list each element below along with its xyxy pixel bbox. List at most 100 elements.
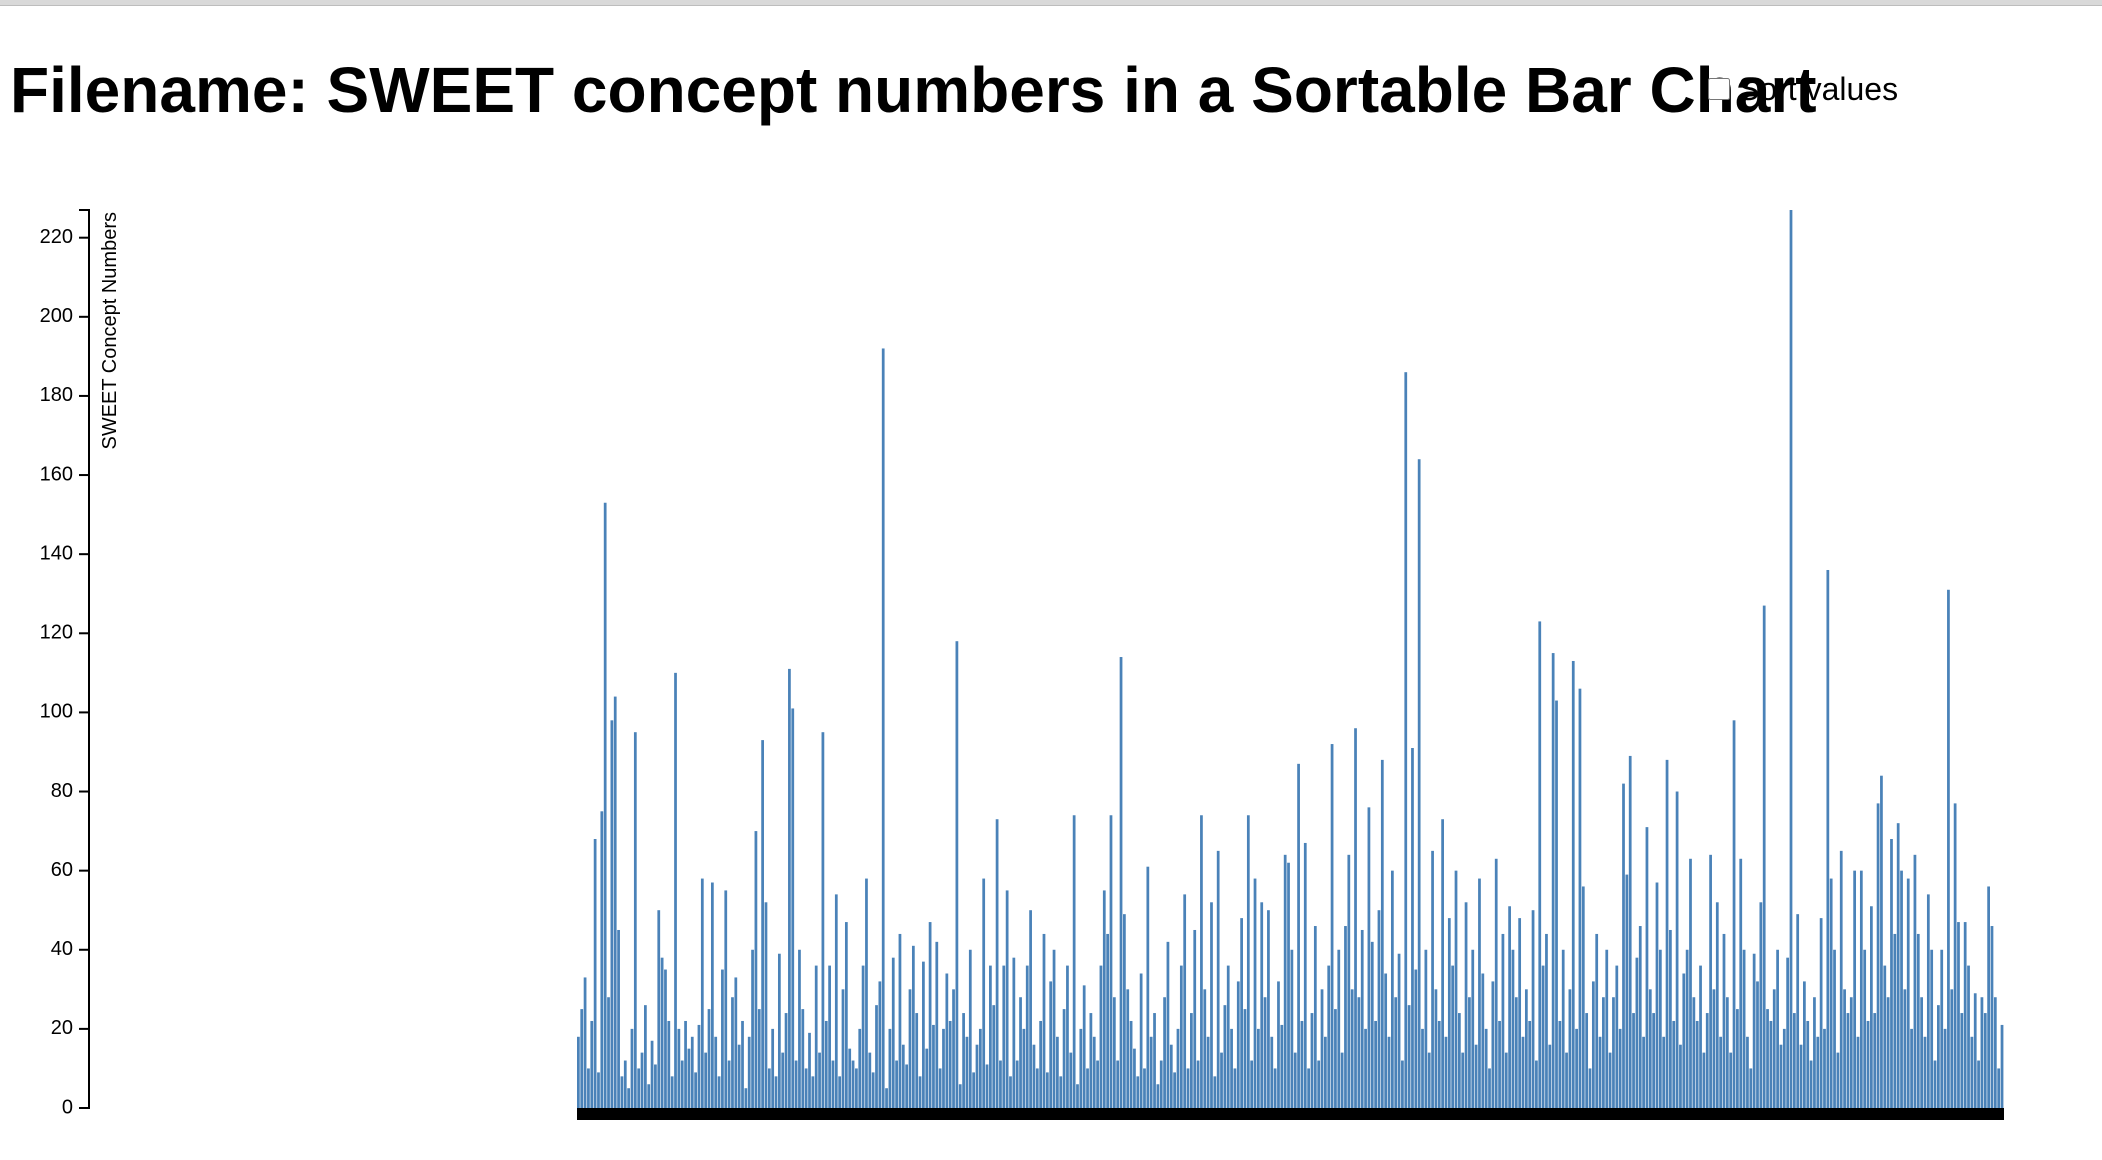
bar bbox=[1853, 870, 1857, 1108]
bar bbox=[1320, 989, 1324, 1108]
bar bbox=[1441, 819, 1444, 1108]
bar bbox=[1752, 953, 1756, 1108]
bar bbox=[1803, 981, 1806, 1108]
bar bbox=[1642, 1036, 1645, 1108]
bar bbox=[1206, 1036, 1210, 1108]
bar bbox=[1973, 993, 1977, 1108]
bar bbox=[1940, 949, 1944, 1108]
bar bbox=[1665, 759, 1669, 1108]
bar bbox=[1826, 569, 1830, 1108]
bar bbox=[985, 1064, 989, 1108]
bar bbox=[1468, 997, 1471, 1108]
bar bbox=[848, 1048, 852, 1108]
bar bbox=[824, 1020, 828, 1108]
bar bbox=[838, 1076, 842, 1108]
bar bbox=[664, 969, 667, 1108]
bar bbox=[1146, 866, 1150, 1108]
bar bbox=[771, 1028, 775, 1108]
bar bbox=[1283, 854, 1287, 1108]
bar bbox=[697, 1024, 701, 1108]
bar bbox=[1598, 1036, 1602, 1108]
bar bbox=[1983, 1013, 1987, 1108]
bar bbox=[707, 1009, 711, 1108]
bar bbox=[721, 969, 724, 1108]
bar bbox=[982, 878, 986, 1108]
bar bbox=[1360, 929, 1364, 1108]
bar bbox=[1759, 902, 1763, 1108]
bar bbox=[978, 1028, 982, 1108]
bar bbox=[1732, 720, 1736, 1108]
bar bbox=[1766, 1009, 1769, 1108]
bar bbox=[710, 882, 714, 1108]
y-tick-label: 140 bbox=[40, 542, 73, 564]
bar bbox=[630, 1028, 634, 1108]
bar bbox=[1310, 1013, 1314, 1108]
bar bbox=[1390, 870, 1394, 1108]
bar bbox=[1350, 989, 1354, 1108]
bar bbox=[1923, 1036, 1927, 1108]
bar bbox=[1555, 700, 1558, 1108]
sort-values-checkbox[interactable] bbox=[1708, 78, 1730, 100]
bar bbox=[1156, 1084, 1160, 1108]
bar bbox=[1002, 965, 1006, 1108]
bar bbox=[1558, 1020, 1562, 1108]
bar bbox=[1591, 981, 1595, 1108]
bar bbox=[1099, 965, 1103, 1108]
bar bbox=[1183, 894, 1187, 1108]
bar bbox=[885, 1088, 888, 1108]
bar bbox=[1993, 997, 1997, 1108]
sort-values-control[interactable]: Sort values bbox=[1708, 71, 1898, 107]
bar bbox=[1749, 1068, 1753, 1108]
bar bbox=[818, 1052, 821, 1108]
bar bbox=[1076, 1084, 1079, 1108]
bar bbox=[1575, 1028, 1578, 1108]
bar bbox=[1267, 910, 1270, 1108]
bar bbox=[590, 1020, 594, 1108]
bar bbox=[834, 894, 838, 1108]
bar bbox=[1561, 949, 1565, 1108]
bar bbox=[1833, 949, 1836, 1108]
bar bbox=[1143, 1068, 1146, 1108]
bar bbox=[660, 957, 664, 1108]
bar bbox=[1260, 902, 1264, 1108]
bar bbox=[1652, 1013, 1656, 1108]
bar bbox=[855, 1068, 858, 1108]
bar bbox=[1809, 1060, 1813, 1108]
bar bbox=[1873, 1013, 1877, 1108]
bar bbox=[1518, 918, 1522, 1108]
bar bbox=[1230, 1028, 1233, 1108]
bar bbox=[891, 957, 895, 1108]
bar bbox=[1330, 744, 1334, 1108]
x-axis-band bbox=[577, 1108, 2004, 1120]
bar bbox=[613, 696, 617, 1108]
bar bbox=[1300, 1020, 1304, 1108]
bar bbox=[1980, 997, 1984, 1108]
bar bbox=[1786, 957, 1790, 1108]
bar bbox=[1679, 1044, 1682, 1108]
bar bbox=[1806, 1020, 1810, 1108]
bar bbox=[1977, 1060, 1980, 1108]
bar bbox=[1186, 1068, 1190, 1108]
bar bbox=[1297, 763, 1300, 1108]
bar bbox=[999, 1060, 1002, 1108]
bar bbox=[1816, 1036, 1820, 1108]
bar bbox=[600, 811, 604, 1108]
bar bbox=[761, 740, 764, 1108]
bar bbox=[1250, 1060, 1254, 1108]
bar bbox=[1424, 949, 1428, 1108]
bar bbox=[1287, 862, 1290, 1108]
bar bbox=[1220, 1052, 1223, 1108]
bar bbox=[670, 1076, 674, 1108]
bar bbox=[1263, 997, 1267, 1108]
bar bbox=[1581, 886, 1585, 1108]
bar bbox=[1792, 1013, 1796, 1108]
bar bbox=[1739, 858, 1743, 1108]
bar bbox=[1431, 850, 1434, 1108]
bar bbox=[1454, 870, 1458, 1108]
bar bbox=[1159, 1060, 1163, 1108]
bar bbox=[1474, 1044, 1478, 1108]
bar bbox=[1658, 949, 1662, 1108]
bar bbox=[1106, 933, 1110, 1108]
bar bbox=[1762, 605, 1766, 1108]
bar bbox=[938, 1068, 942, 1108]
